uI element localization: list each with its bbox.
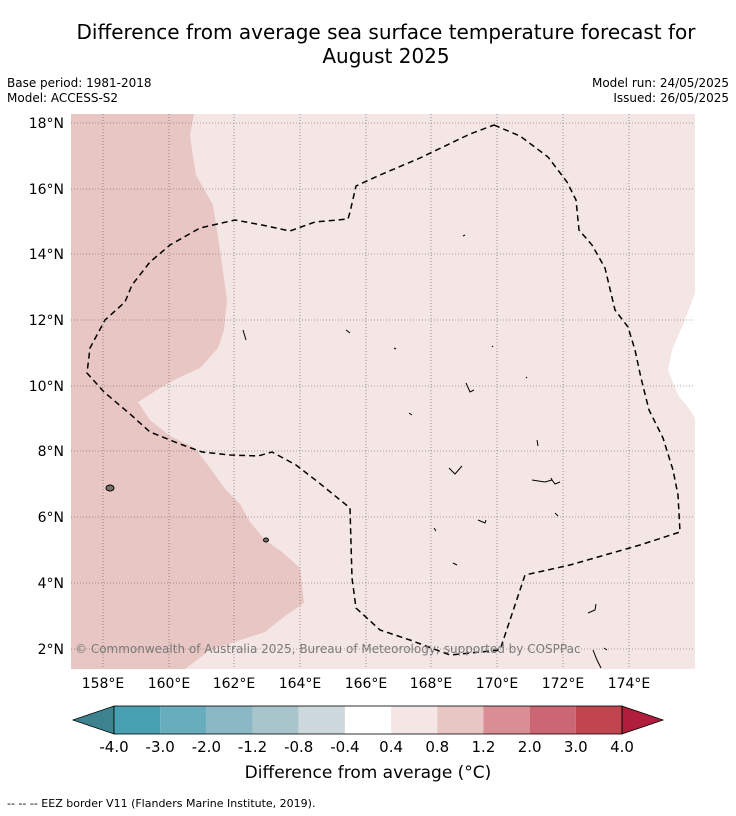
island — [452, 562, 458, 566]
colorbar-tick-label: -4.0 — [99, 738, 128, 756]
colorbar-tick-label: 1.2 — [472, 738, 496, 756]
colorbar-tick-label: -2.0 — [192, 738, 221, 756]
lat-tick-label: 2°N — [38, 642, 64, 658]
longitude-axis: 158°E 160°E 162°E 164°E 166°E 168°E 170°E 172°E… — [82, 676, 651, 692]
colorbar-segment — [575, 706, 622, 734]
lon-tick-label: 164°E — [279, 676, 322, 692]
colorbar-segment — [252, 706, 299, 734]
colorbar-segment — [344, 706, 392, 734]
island — [536, 439, 539, 447]
colorbar-segment — [298, 706, 345, 734]
colorbar-tick-label: 0.4 — [379, 738, 403, 756]
anomaly-area-white — [668, 293, 695, 418]
lon-tick-label: 160°E — [148, 676, 191, 692]
colorbar-tick-label: -0.8 — [284, 738, 313, 756]
island — [603, 647, 608, 651]
gridlines — [71, 114, 695, 669]
island — [263, 537, 269, 543]
lon-tick-label: 172°E — [542, 676, 585, 692]
colorbar-outline — [113, 705, 623, 735]
lon-tick-label: 168°E — [410, 676, 453, 692]
colorbar-extend-high — [621, 705, 665, 735]
map-title: Difference from average sea surface temp… — [40, 20, 732, 68]
meta-right: Model run: 24/05/2025 Issued: 26/05/2025 — [592, 76, 729, 106]
map-title-line-1: Difference from average sea surface temp… — [76, 20, 696, 44]
anomaly-area-dark — [71, 114, 304, 669]
island — [105, 484, 115, 492]
island — [550, 477, 553, 481]
lon-tick-label: 166°E — [345, 676, 388, 692]
meta-left: Base period: 1981-2018 Model: ACCESS-S2 — [7, 76, 152, 106]
lat-tick-label: 16°N — [29, 182, 64, 198]
island — [433, 527, 437, 532]
model-text: Model: ACCESS-S2 — [7, 91, 119, 105]
island — [408, 412, 413, 416]
colorbar-tick-label: -1.2 — [238, 738, 267, 756]
colorbar-tick-label: 3.0 — [564, 738, 588, 756]
lat-tick-label: 18°N — [29, 116, 64, 132]
island — [592, 649, 602, 669]
island — [491, 345, 494, 348]
island — [448, 465, 463, 475]
colorbar-title: Difference from average (°C) — [244, 763, 492, 783]
island — [587, 603, 597, 614]
island — [554, 512, 559, 517]
colorbar-segment — [114, 706, 161, 734]
colorbar-tick-label: 0.8 — [425, 738, 449, 756]
lon-tick-label: 162°E — [213, 676, 256, 692]
island — [525, 376, 528, 379]
copyright-text: © Commonwealth of Australia 2025, Bureau… — [75, 642, 581, 656]
lat-tick-label: 6°N — [38, 510, 64, 526]
lat-tick-label: 10°N — [29, 379, 64, 395]
colorbar-extend-low — [71, 705, 115, 735]
island — [465, 382, 475, 393]
colorbar-segment — [529, 706, 576, 734]
islands — [105, 234, 608, 669]
colorbar-tick-label: 2.0 — [518, 738, 542, 756]
colorbar-segment — [160, 706, 207, 734]
island — [393, 347, 397, 350]
lat-tick-label: 14°N — [29, 247, 64, 263]
colorbar-tick-label: 4.0 — [610, 738, 634, 756]
map-title-line-2: August 2025 — [322, 44, 450, 68]
lat-tick-label: 4°N — [38, 576, 64, 592]
colorbar: -4.0 -3.0 -2.0 -1.2 -0.8 -0.4 0.4 0.8 1.2 2.0 3.0 4… — [71, 705, 665, 756]
lon-tick-label: 170°E — [476, 676, 519, 692]
colorbar-segment — [206, 706, 253, 734]
lat-tick-label: 12°N — [29, 313, 64, 329]
lon-tick-label: 158°E — [82, 676, 125, 692]
base-period-text: Base period: 1981-2018 — [7, 76, 152, 90]
colorbar-tick-label: -3.0 — [146, 738, 175, 756]
island — [462, 234, 466, 237]
island — [477, 519, 487, 524]
lat-tick-label: 8°N — [38, 444, 64, 460]
colorbar-tick-label: -0.4 — [330, 738, 359, 756]
eez-footnote: -- -- -- EEZ border V11 (Flanders Marine… — [7, 797, 316, 810]
model-run-text: Model run: 24/05/2025 — [591, 76, 729, 90]
island — [345, 329, 351, 334]
colorbar-segment — [483, 706, 530, 734]
eez-border — [86, 124, 681, 656]
lon-tick-label: 174°E — [608, 676, 651, 692]
island — [242, 329, 247, 341]
colorbar-segment — [391, 706, 438, 734]
issued-text: Issued: 26/05/2025 — [613, 91, 729, 105]
colorbar-segment — [437, 706, 484, 734]
latitude-axis: 18°N 16°N 14°N 12°N 10°N 8°N 6°N 4°N 2°N — [29, 116, 64, 658]
